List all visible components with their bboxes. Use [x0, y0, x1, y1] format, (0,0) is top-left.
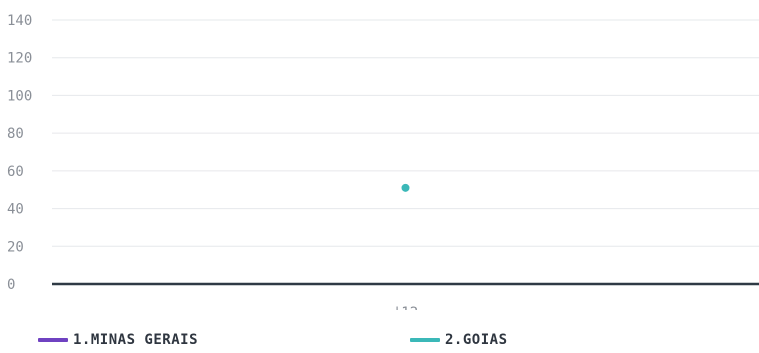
- y-tick-label-20: 20: [7, 239, 24, 255]
- y-axis-ticks: 0 20 40 60 80 100 120 140: [7, 13, 32, 293]
- y-tick-label-40: 40: [7, 202, 24, 218]
- x-axis-ticks: '12: [393, 305, 418, 310]
- legend-label-goias: 2.GOIAS: [445, 332, 508, 348]
- x-tick-label-0: '12: [393, 305, 418, 310]
- y-tick-label-100: 100: [7, 88, 32, 104]
- legend-swatch-goias: [410, 338, 440, 342]
- y-tick-label-120: 120: [7, 51, 32, 67]
- y-tick-label-0: 0: [7, 277, 15, 293]
- legend-swatch-minas-gerais: [38, 338, 68, 342]
- legend: 1.MINAS GERAIS 2.GOIAS: [0, 330, 759, 353]
- y-tick-label-140: 140: [7, 13, 32, 29]
- legend-item-goias[interactable]: 2.GOIAS: [410, 330, 508, 350]
- data-points: [400, 182, 411, 193]
- y-tick-label-80: 80: [7, 126, 24, 142]
- legend-label-minas-gerais: 1.MINAS GERAIS: [73, 332, 199, 348]
- legend-item-minas-gerais[interactable]: 1.MINAS GERAIS: [38, 330, 198, 350]
- y-tick-label-60: 60: [7, 164, 24, 180]
- line-chart: 0 20 40 60 80 100 120 140 '12: [7, 13, 759, 310]
- data-point-series-1-0[interactable]: [400, 182, 411, 193]
- gridlines: [52, 19, 759, 247]
